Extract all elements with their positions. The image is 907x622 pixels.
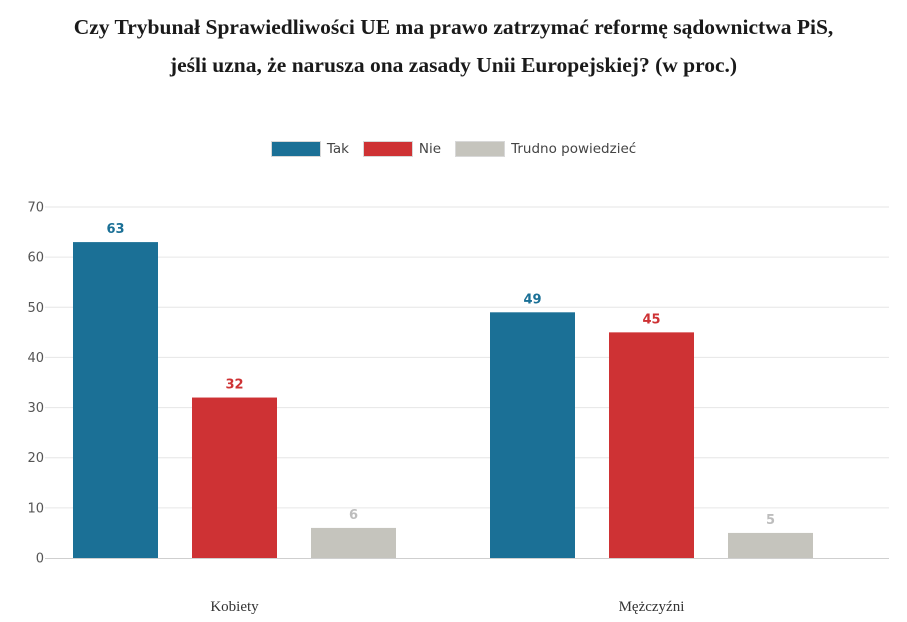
bar-nie [192,397,277,558]
data-label-nie: 32 [225,378,243,393]
legend-item-nie[interactable]: Nie [362,139,442,159]
chart-title-line-1: Czy Trybunał Sprawiedliwości UE ma prawo… [73,15,834,39]
y-tick-label: 40 [27,351,44,366]
data-label-trudno-powiedziec: 5 [766,513,775,528]
legend-label-tak: Tak [326,141,349,157]
y-tick-label: 20 [27,451,44,466]
legend-item-tak[interactable]: Tak [270,139,349,159]
legend-label-trudno-powiedziec: Trudno powiedzieć [511,141,637,157]
y-tick-label: 30 [27,401,44,416]
legend-swatch-trudno-powiedziec [455,141,506,157]
y-tick-label: 70 [27,201,44,216]
bar-tak [490,312,575,558]
bar-nie [609,332,694,558]
data-label-trudno-powiedziec: 6 [349,508,358,523]
data-label-nie: 45 [642,312,660,327]
legend-swatch-nie [362,141,413,157]
chart-legend: Tak Nie Trudno powiedzieć [0,139,907,159]
legend-label-nie: Nie [418,141,442,157]
bar-trudno-powiedziec [311,527,396,558]
chart-title: Czy Trybunał Sprawiedliwości UE ma prawo… [0,8,907,84]
bar-tak [73,242,158,558]
chart-title-line-2: jeśli uzna, że narusza ona zasady Unii E… [169,53,738,77]
category-label: Mężczyźni [619,599,685,615]
legend-item-trudno-powiedziec[interactable]: Trudno powiedzieć [455,139,636,159]
data-label-tak: 49 [523,292,541,307]
y-tick-label: 10 [27,501,44,516]
data-label-tak: 63 [106,222,124,237]
legend-swatch-tak [270,141,321,157]
y-tick-label: 0 [36,552,44,567]
y-tick-label: 50 [27,301,44,316]
bar-trudno-powiedziec [728,532,813,558]
y-tick-label: 60 [27,251,44,266]
category-label: Kobiety [210,599,259,615]
